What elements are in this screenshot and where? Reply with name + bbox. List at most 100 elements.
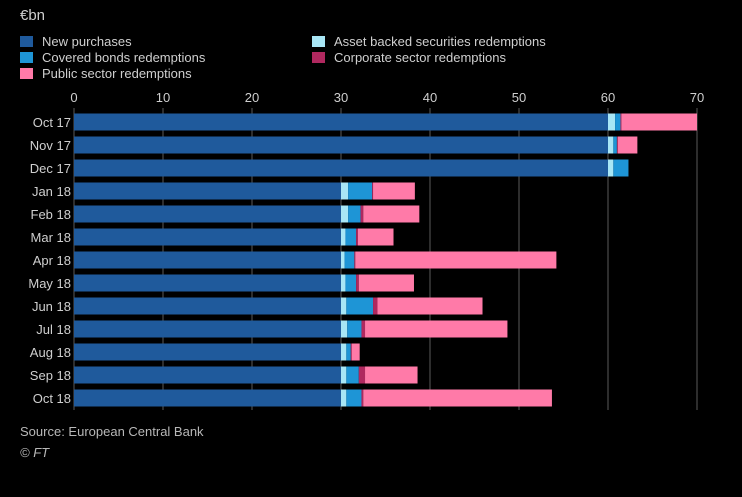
bar-segment-asset-backed-securities-redemptions-sep-18 (341, 366, 347, 384)
bar-segment-covered-bonds-redemptions-jan-18 (348, 182, 373, 200)
bar-segment-corporate-sector-redemptions-jan-18 (372, 182, 374, 200)
unit-label: €bn (20, 7, 46, 24)
y-category-label: Feb 18 (31, 207, 71, 222)
bar-segment-corporate-sector-redemptions-oct-17 (620, 113, 622, 131)
legend-label: Corporate sector redemptions (334, 50, 506, 65)
bar-segment-public-sector-redemptions-jul-18 (365, 320, 508, 338)
bar-segment-covered-bonds-redemptions-may-18 (345, 274, 357, 292)
bar-segment-asset-backed-securities-redemptions-apr-18 (341, 251, 345, 269)
bar-segment-new-purchases-feb-18 (74, 205, 341, 223)
bar-segment-covered-bonds-redemptions-sep-18 (346, 366, 359, 384)
bar-segment-covered-bonds-redemptions-mar-18 (345, 228, 357, 246)
legend-label: Asset backed securities redemptions (334, 34, 546, 49)
bar-segment-new-purchases-jul-18 (74, 320, 341, 338)
legend-item: New purchases (20, 34, 132, 49)
bar-segment-public-sector-redemptions-oct-17 (621, 113, 697, 131)
legend-swatch (20, 52, 33, 63)
x-tick-label: 50 (512, 90, 526, 105)
bar-segment-asset-backed-securities-redemptions-mar-18 (341, 228, 346, 246)
bar-segment-corporate-sector-redemptions-sep-18 (358, 366, 366, 384)
bar-segment-new-purchases-jun-18 (74, 297, 341, 315)
y-category-label: Sep 18 (30, 368, 71, 383)
bar-segment-covered-bonds-redemptions-feb-18 (348, 205, 361, 223)
y-category-label: Jul 18 (36, 322, 71, 337)
bar-segment-covered-bonds-redemptions-apr-18 (344, 251, 355, 269)
y-category-label: Dec 17 (30, 161, 71, 176)
bar-segment-public-sector-redemptions-may-18 (358, 274, 414, 292)
bar-segment-new-purchases-dec-17 (74, 159, 608, 177)
bar-segment-asset-backed-securities-redemptions-oct-18 (341, 389, 347, 407)
legend-label: New purchases (42, 34, 132, 49)
y-category-label: Apr 18 (33, 253, 71, 268)
x-tick-label: 40 (423, 90, 437, 105)
bar-segment-covered-bonds-redemptions-nov-17 (613, 136, 617, 154)
bar-segment-asset-backed-securities-redemptions-jan-18 (341, 182, 349, 200)
bar-segment-public-sector-redemptions-jun-18 (377, 297, 483, 315)
x-tick-label: 20 (245, 90, 259, 105)
legend-item: Public sector redemptions (20, 66, 192, 81)
copyright-note: © FT (20, 445, 50, 460)
legend-label: Public sector redemptions (42, 66, 192, 81)
bar-segment-covered-bonds-redemptions-oct-18 (346, 389, 362, 407)
bar-segment-public-sector-redemptions-oct-18 (363, 389, 552, 407)
bar-segment-new-purchases-oct-17 (74, 113, 608, 131)
y-category-label: Aug 18 (30, 345, 71, 360)
bar-segment-public-sector-redemptions-apr-18 (355, 251, 557, 269)
bar-segment-corporate-sector-redemptions-mar-18 (356, 228, 358, 246)
legend-label: Covered bonds redemptions (42, 50, 206, 65)
source-note: Source: European Central Bank (20, 424, 204, 439)
bar-segment-new-purchases-nov-17 (74, 136, 608, 154)
bar-segment-corporate-sector-redemptions-may-18 (356, 274, 359, 292)
bar-segment-public-sector-redemptions-sep-18 (365, 366, 418, 384)
bar-segment-covered-bonds-redemptions-dec-17 (613, 159, 629, 177)
bar-segment-new-purchases-apr-18 (74, 251, 341, 269)
y-category-label: Nov 17 (30, 138, 71, 153)
legend-swatch (20, 36, 33, 47)
legend-item: Corporate sector redemptions (312, 50, 506, 65)
bar-segment-covered-bonds-redemptions-oct-17 (615, 113, 621, 131)
bar-segment-public-sector-redemptions-feb-18 (363, 205, 420, 223)
bar-segment-covered-bonds-redemptions-jul-18 (347, 320, 362, 338)
y-category-label: Oct 18 (33, 391, 71, 406)
y-category-label: Jan 18 (32, 184, 71, 199)
x-tick-label: 10 (156, 90, 170, 105)
x-tick-label: 30 (334, 90, 348, 105)
bar-segment-public-sector-redemptions-jan-18 (373, 182, 415, 200)
bar-segment-covered-bonds-redemptions-jun-18 (346, 297, 374, 315)
bar-segment-asset-backed-securities-redemptions-nov-17 (608, 136, 614, 154)
y-category-label: Oct 17 (33, 115, 71, 130)
bar-segment-asset-backed-securities-redemptions-oct-17 (608, 113, 616, 131)
x-tick-label: 0 (70, 90, 77, 105)
legend-swatch (312, 36, 325, 47)
bar-segment-corporate-sector-redemptions-jun-18 (373, 297, 378, 315)
y-category-label: May 18 (28, 276, 71, 291)
bar-segment-public-sector-redemptions-aug-18 (351, 343, 360, 361)
bar-segment-corporate-sector-redemptions-feb-18 (360, 205, 364, 223)
bar-segment-corporate-sector-redemptions-oct-18 (361, 389, 364, 407)
bar-segment-public-sector-redemptions-mar-18 (357, 228, 394, 246)
bar-segment-new-purchases-may-18 (74, 274, 341, 292)
bar-segment-corporate-sector-redemptions-jul-18 (361, 320, 366, 338)
bar-segment-covered-bonds-redemptions-aug-18 (346, 343, 351, 361)
bar-segment-corporate-sector-redemptions-apr-18 (354, 251, 356, 269)
y-category-label: Jun 18 (32, 299, 71, 314)
y-category-label: Mar 18 (31, 230, 71, 245)
legend-swatch (312, 52, 325, 63)
bar-segment-asset-backed-securities-redemptions-dec-17 (608, 159, 614, 177)
bar-segment-asset-backed-securities-redemptions-feb-18 (341, 205, 349, 223)
bar-segment-asset-backed-securities-redemptions-jun-18 (341, 297, 347, 315)
bar-segment-new-purchases-oct-18 (74, 389, 341, 407)
bar-segment-new-purchases-jan-18 (74, 182, 341, 200)
bar-segment-public-sector-redemptions-nov-17 (617, 136, 638, 154)
bar-segment-asset-backed-securities-redemptions-may-18 (341, 274, 346, 292)
legend-item: Covered bonds redemptions (20, 50, 205, 65)
bar-segment-asset-backed-securities-redemptions-jul-18 (341, 320, 348, 338)
legend-item: Asset backed securities redemptions (312, 34, 546, 49)
legend-swatch (20, 68, 33, 79)
bar-segment-asset-backed-securities-redemptions-aug-18 (341, 343, 347, 361)
bar-segment-new-purchases-aug-18 (74, 343, 341, 361)
bar-segment-corporate-sector-redemptions-aug-18 (350, 343, 352, 361)
bar-segment-corporate-sector-redemptions-nov-17 (616, 136, 618, 154)
x-tick-label: 60 (601, 90, 615, 105)
